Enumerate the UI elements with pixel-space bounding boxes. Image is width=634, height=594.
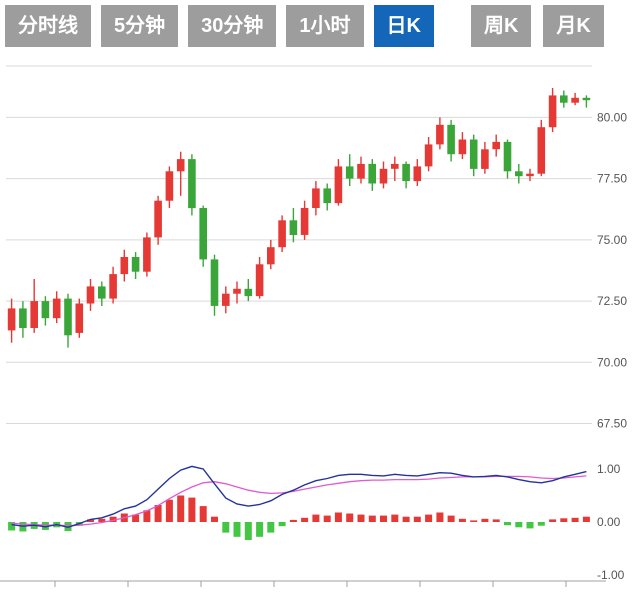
svg-text:75.00: 75.00 (597, 233, 627, 247)
tab-daily-k[interactable]: 日K (373, 5, 434, 47)
svg-text:72.50: 72.50 (597, 294, 627, 308)
candlestick-macd-chart[interactable]: 80.00 77.50 75.00 72.50 70.00 67.50 1.00 0.00 -1… (0, 55, 634, 589)
tab-30min[interactable]: 30分钟 (188, 5, 277, 47)
chart-area: 80.00 77.50 75.00 72.50 70.00 67.50 1.00 0.00 -1… (0, 55, 634, 589)
svg-text:0.00: 0.00 (597, 515, 621, 529)
svg-text:70.00: 70.00 (597, 355, 627, 369)
tab-weekly-k[interactable]: 周K (470, 5, 532, 47)
tab-5min[interactable]: 5分钟 (101, 5, 179, 47)
timeframe-tab-bar: 分时线 5分钟 30分钟 1小时 日K 周K 月K (5, 5, 634, 47)
svg-text:80.00: 80.00 (597, 110, 627, 124)
svg-text:77.50: 77.50 (597, 172, 627, 186)
svg-text:1.00: 1.00 (597, 462, 621, 476)
tab-monthly-k[interactable]: 月K (543, 5, 604, 47)
tab-timeshare[interactable]: 分时线 (5, 5, 91, 47)
svg-text:-1.00: -1.00 (597, 568, 625, 582)
svg-text:67.50: 67.50 (597, 417, 627, 431)
tab-1hour[interactable]: 1小时 (286, 5, 364, 47)
